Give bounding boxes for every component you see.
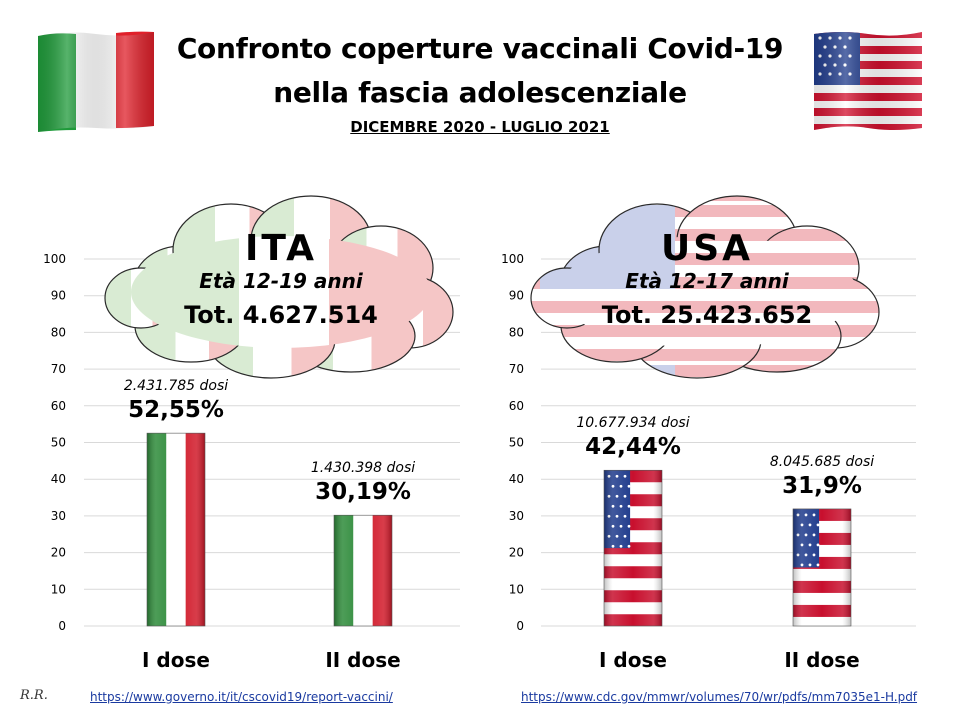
country-name: USA bbox=[661, 228, 753, 269]
age-range-label: Età 12-19 anni bbox=[199, 269, 364, 293]
source-link-italy[interactable]: https://www.governo.it/it/cscovid19/repo… bbox=[90, 690, 393, 704]
value-label: 31,9% bbox=[782, 473, 862, 499]
cloud-core bbox=[131, 236, 431, 348]
title-line-1: Confronto coperture vaccinali Covid-19 bbox=[176, 32, 784, 65]
y-tick-label: 0 bbox=[516, 619, 524, 633]
y-tick-label: 50 bbox=[509, 436, 524, 450]
x-category-label: I dose bbox=[599, 648, 667, 672]
bar-gloss bbox=[793, 508, 851, 626]
x-category-label: II dose bbox=[325, 648, 400, 672]
bar-outline bbox=[146, 432, 206, 627]
y-tick-label: 10 bbox=[51, 582, 66, 596]
y-tick-label: 30 bbox=[509, 509, 524, 523]
bar-outline bbox=[792, 508, 852, 627]
dose-count-label: 2.431.785 dosi bbox=[124, 378, 228, 394]
y-tick-label: 50 bbox=[51, 436, 66, 450]
dose-count-label: 10.677.934 dosi bbox=[576, 415, 689, 431]
value-label: 42,44% bbox=[585, 434, 681, 460]
source-link-usa[interactable]: https://www.cdc.gov/mmwr/volumes/70/wr/p… bbox=[521, 690, 918, 704]
y-tick-label: 60 bbox=[51, 399, 66, 413]
x-category-label: II dose bbox=[784, 648, 859, 672]
chart-panel-ita: 0 10 20 30 40 50 60 70 80 90 100 2.431.785 dosi 52,5… bbox=[43, 195, 460, 672]
total-population-label: Tot. 25.423.652 bbox=[602, 301, 812, 329]
y-tick-label: 70 bbox=[51, 362, 66, 376]
bar bbox=[603, 469, 663, 627]
bar bbox=[333, 514, 393, 627]
period-subtitle: DICEMBRE 2020 - LUGLIO 2021 bbox=[350, 118, 610, 136]
total-population-label: Tot. 4.627.514 bbox=[184, 301, 378, 329]
bar bbox=[792, 508, 852, 627]
y-tick-label: 0 bbox=[58, 619, 66, 633]
title-line-2: nella fascia adolescenziale bbox=[273, 76, 687, 109]
bar-outline bbox=[603, 469, 663, 627]
y-tick-label: 30 bbox=[51, 509, 66, 523]
bar-gloss bbox=[147, 433, 205, 626]
y-tick-label: 20 bbox=[509, 546, 524, 560]
y-tick-label: 20 bbox=[51, 546, 66, 560]
usa-flag-icon bbox=[814, 32, 922, 130]
y-tick-label: 100 bbox=[501, 252, 524, 266]
country-name: ITA bbox=[245, 228, 317, 269]
y-tick-label: 40 bbox=[509, 472, 524, 486]
cloud-core bbox=[557, 236, 857, 348]
y-tick-label: 90 bbox=[51, 289, 66, 303]
bar-gloss bbox=[604, 470, 662, 626]
signature: R.R. bbox=[20, 688, 48, 703]
y-tick-label: 80 bbox=[51, 325, 66, 339]
dose-count-label: 8.045.685 dosi bbox=[770, 454, 874, 470]
y-tick-label: 70 bbox=[509, 362, 524, 376]
y-tick-label: 60 bbox=[509, 399, 524, 413]
value-label: 52,55% bbox=[128, 397, 224, 423]
bar bbox=[146, 432, 206, 627]
bar-gloss bbox=[334, 515, 392, 626]
y-tick-label: 80 bbox=[509, 325, 524, 339]
page-title: Confronto coperture vaccinali Covid-19 n… bbox=[150, 27, 810, 115]
y-tick-label: 40 bbox=[51, 472, 66, 486]
italy-flag-icon bbox=[38, 31, 154, 132]
x-category-label: I dose bbox=[142, 648, 210, 672]
bar-outline bbox=[333, 514, 393, 627]
y-tick-label: 100 bbox=[43, 252, 66, 266]
y-tick-label: 90 bbox=[509, 289, 524, 303]
chart-panel-usa: 0 10 20 30 40 50 60 70 80 90 100 10.677.934 dosi 42,… bbox=[501, 195, 916, 672]
y-tick-label: 10 bbox=[509, 582, 524, 596]
value-label: 30,19% bbox=[315, 479, 411, 505]
age-range-label: Età 12-17 anni bbox=[625, 269, 790, 293]
dose-count-label: 1.430.398 dosi bbox=[311, 460, 415, 476]
